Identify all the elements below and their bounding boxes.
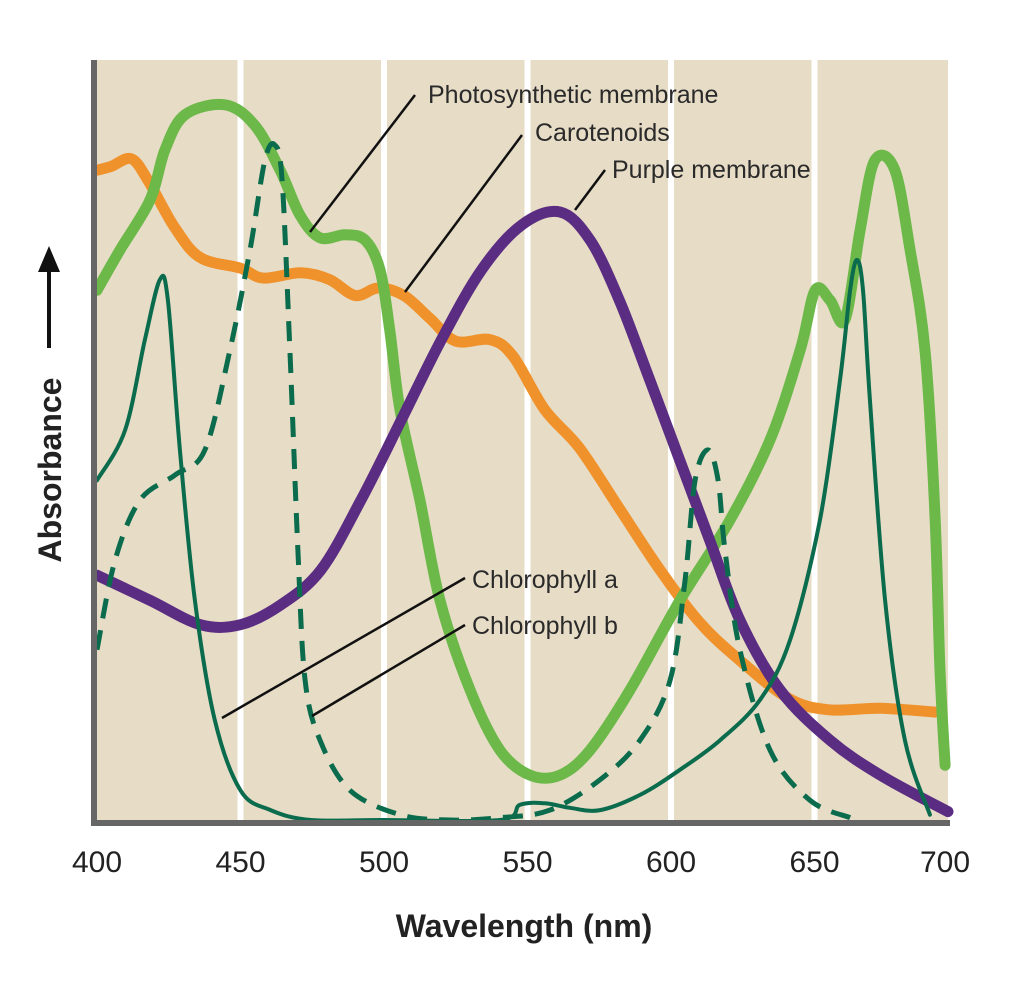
y-axis-title: Absorbance xyxy=(32,378,68,563)
y-axis-arrow-icon xyxy=(38,246,60,348)
x-tick-label: 400 xyxy=(72,846,122,879)
annotation-label: Purple membrane xyxy=(612,156,811,184)
series-line-chlorophyll-a xyxy=(95,257,932,824)
annotation-leader-line xyxy=(403,134,524,293)
x-axis-line xyxy=(91,820,950,826)
annotation-leader-line xyxy=(221,576,466,720)
grid-line xyxy=(237,60,244,820)
x-tick-label: 700 xyxy=(920,846,970,879)
series-group xyxy=(91,98,954,824)
annotation-leaders xyxy=(221,94,606,720)
annotation-label: Chlorophyll a xyxy=(472,566,618,594)
y-axis-title-group: Absorbance xyxy=(32,378,68,563)
annotation-leader-line xyxy=(574,169,606,211)
x-tick-label: 600 xyxy=(646,846,696,879)
x-tick-label: 650 xyxy=(789,846,839,879)
annotation-leader-line xyxy=(309,94,416,233)
annotation-label: Carotenoids xyxy=(535,119,670,147)
y-axis-line xyxy=(91,60,97,826)
series-line-carotenoids xyxy=(91,152,941,718)
x-tick-label: 500 xyxy=(359,846,409,879)
x-axis-title: Wavelength (nm) xyxy=(396,908,653,944)
annotations: Photosynthetic membrane Carotenoids Purple… xyxy=(428,81,811,640)
series-line-chlorophyll-b xyxy=(94,141,852,823)
x-tick-labels: 400 450 500 550 600 650 700 xyxy=(72,846,970,879)
series-line-purple-membrane xyxy=(91,205,954,818)
annotation-leader-line xyxy=(311,623,466,718)
annotation-label: Chlorophyll b xyxy=(472,612,618,640)
x-tick-label: 450 xyxy=(215,846,265,879)
annotation-label: Photosynthetic membrane xyxy=(428,81,718,109)
x-tick-label: 550 xyxy=(502,846,552,879)
grid-line xyxy=(524,60,531,820)
series-line-photosynthetic-membrane xyxy=(91,98,951,784)
grid-line xyxy=(811,60,818,820)
grid-line xyxy=(381,60,387,820)
